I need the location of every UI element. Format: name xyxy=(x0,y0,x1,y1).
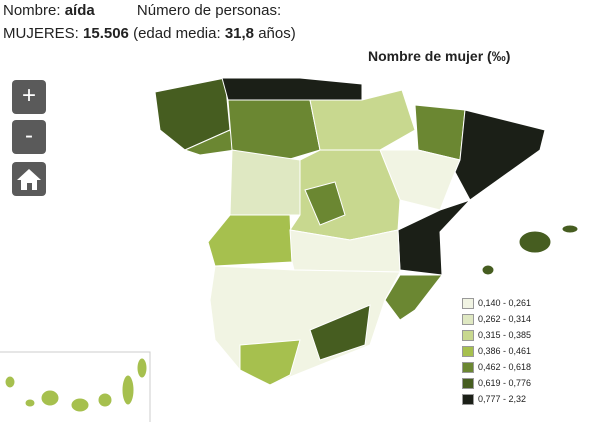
legend-label: 0,777 - 2,32 xyxy=(478,394,527,404)
legend-label: 0,462 - 0,618 xyxy=(478,362,532,372)
count-label: Número de personas: xyxy=(136,2,282,19)
region xyxy=(397,199,471,276)
legend-swatch xyxy=(462,314,474,326)
legend-item: 0,462 - 0,618 xyxy=(462,362,532,374)
name-label: Nombre: xyxy=(3,2,61,19)
header-line-2: MUJERES: 15.506 (edad media: 31,8 años) xyxy=(3,25,296,42)
home-button[interactable] xyxy=(12,162,46,196)
region xyxy=(229,149,301,216)
legend-swatch xyxy=(462,378,474,390)
gender-label: MUJERES: xyxy=(3,25,79,42)
island xyxy=(518,230,552,254)
legend-item: 0,386 - 0,461 xyxy=(462,346,532,358)
island xyxy=(481,264,495,276)
legend-item: 0,619 - 0,776 xyxy=(462,378,532,390)
canary-inset-border xyxy=(0,351,151,422)
legend-item: 0,140 - 0,261 xyxy=(462,298,532,310)
legend-item: 0,777 - 2,32 xyxy=(462,394,527,406)
header-line-1: Nombre: aída Número de personas: xyxy=(3,2,281,19)
legend-swatch xyxy=(462,298,474,310)
legend-item: 0,315 - 0,385 xyxy=(462,330,532,342)
zoom-out-button[interactable]: - xyxy=(12,120,46,154)
region xyxy=(221,77,363,101)
canary-islands xyxy=(4,357,148,413)
island xyxy=(24,398,36,408)
legend-swatch xyxy=(462,330,474,342)
region xyxy=(304,181,346,226)
region xyxy=(239,339,301,386)
region xyxy=(309,304,371,361)
home-icon xyxy=(17,169,41,190)
legend-swatch xyxy=(462,346,474,358)
region xyxy=(207,214,293,267)
legend-label: 0,262 - 0,314 xyxy=(478,314,532,324)
region xyxy=(209,265,401,386)
age-value: 31,8 xyxy=(224,25,255,42)
legend-item: 0,262 - 0,314 xyxy=(462,314,532,326)
count-value: 15.506 xyxy=(83,25,129,42)
legend-swatch xyxy=(462,362,474,374)
island xyxy=(97,392,113,408)
island xyxy=(136,357,148,379)
island xyxy=(40,389,60,407)
age-label: (edad media: xyxy=(133,25,221,42)
region xyxy=(227,99,321,166)
legend-label: 0,619 - 0,776 xyxy=(478,378,532,388)
region xyxy=(454,109,546,201)
map-title: Nombre de mujer (‰) xyxy=(368,48,511,64)
island xyxy=(4,375,16,389)
legend-label: 0,386 - 0,461 xyxy=(478,346,532,356)
island xyxy=(70,397,90,413)
legend-swatch xyxy=(462,394,474,406)
name-value: aída xyxy=(64,2,95,19)
island xyxy=(561,224,579,234)
legend-label: 0,315 - 0,385 xyxy=(478,330,532,340)
island xyxy=(121,374,135,406)
provinces xyxy=(154,77,579,386)
zoom-in-button[interactable]: + xyxy=(12,80,46,114)
legend-label: 0,140 - 0,261 xyxy=(478,298,532,308)
age-unit: años) xyxy=(258,25,296,42)
region xyxy=(289,149,401,241)
